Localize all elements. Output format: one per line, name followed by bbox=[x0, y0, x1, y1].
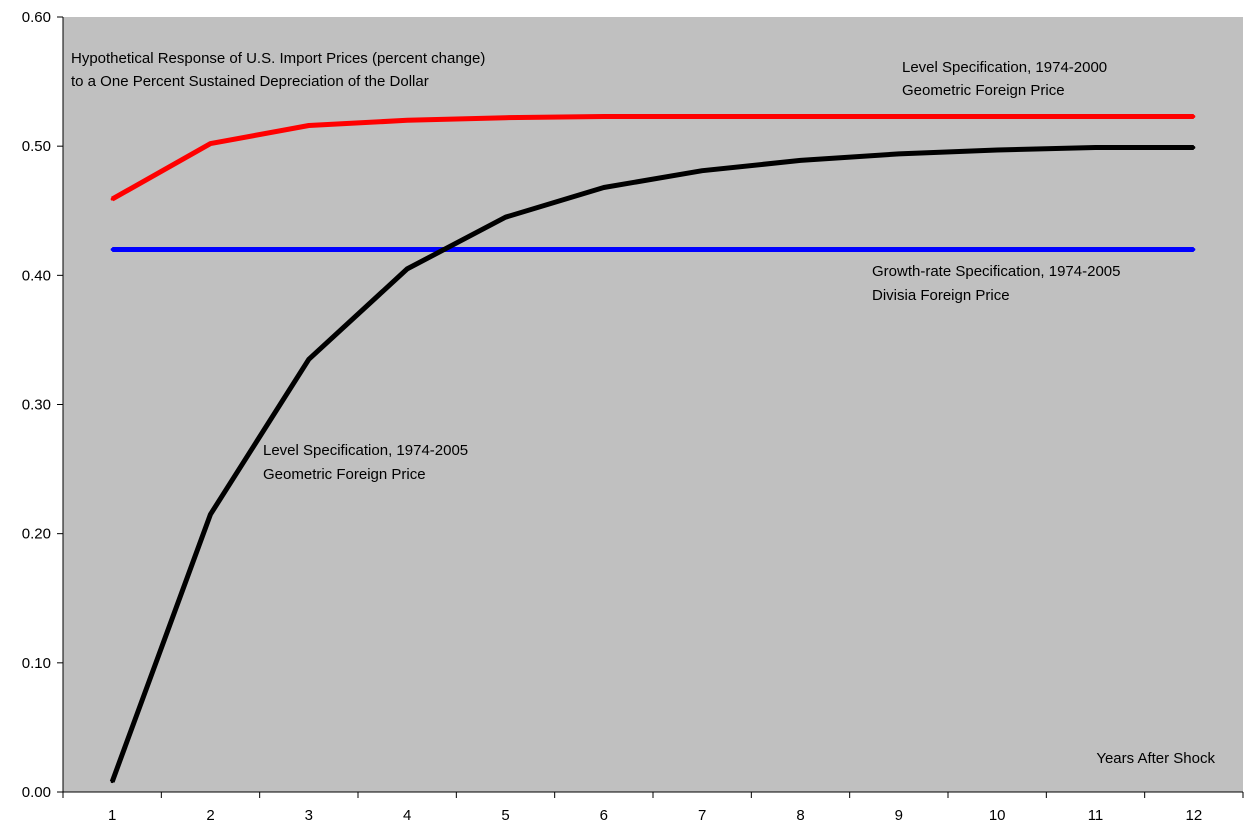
data-point bbox=[209, 248, 212, 251]
data-point bbox=[1094, 114, 1097, 118]
data-point bbox=[209, 512, 212, 516]
chart-description-line-2: to a One Percent Sustained Depreciation … bbox=[71, 73, 429, 90]
x-tick-label: 6 bbox=[600, 807, 608, 824]
data-point bbox=[504, 215, 507, 219]
series-layer bbox=[109, 114, 1196, 784]
data-point bbox=[995, 114, 999, 118]
data-point bbox=[700, 248, 704, 251]
x-axis-label: Years After Shock bbox=[1096, 750, 1215, 767]
data-point bbox=[602, 114, 606, 118]
blue-series-label-line-1: Growth-rate Specification, 1974-2005 bbox=[872, 263, 1120, 280]
data-point bbox=[110, 248, 114, 251]
y-axis: 0.00 0.10 0.20 0.30 0.40 0.50 0.60 bbox=[22, 9, 63, 801]
data-point bbox=[1094, 248, 1097, 251]
data-point bbox=[897, 114, 901, 118]
black-series-label-line-1: Level Specification, 1974-2005 bbox=[263, 442, 468, 459]
x-tick-label: 9 bbox=[895, 807, 903, 824]
data-point bbox=[700, 169, 704, 173]
data-point bbox=[307, 357, 311, 361]
x-tick-label: 4 bbox=[403, 807, 411, 824]
x-tick-label: 3 bbox=[305, 807, 313, 824]
data-point bbox=[504, 116, 507, 120]
x-tick-label: 10 bbox=[989, 807, 1006, 824]
data-point bbox=[1192, 145, 1196, 149]
y-tick-label: 0.30 bbox=[22, 397, 51, 414]
y-tick-label: 0.20 bbox=[22, 526, 51, 543]
y-tick-label: 0.60 bbox=[22, 9, 51, 26]
blue-series-label-line-2: Divisia Foreign Price bbox=[872, 287, 1010, 304]
data-point bbox=[1094, 145, 1097, 149]
red-series-label-line-1: Level Specification, 1974-2000 bbox=[902, 59, 1107, 76]
data-point bbox=[110, 780, 114, 784]
data-point bbox=[799, 248, 802, 251]
data-point bbox=[405, 267, 409, 271]
data-point bbox=[504, 248, 507, 251]
x-tick-label: 8 bbox=[796, 807, 804, 824]
data-point bbox=[1192, 248, 1196, 251]
black-series-label-line-2: Geometric Foreign Price bbox=[263, 466, 426, 483]
x-tick-label: 11 bbox=[1088, 807, 1104, 824]
x-axis: 1 2 3 4 5 6 7 8 9 10 11 12 bbox=[62, 792, 1244, 824]
data-point bbox=[307, 248, 311, 251]
data-point bbox=[110, 197, 114, 201]
black-series-line bbox=[109, 145, 1194, 783]
x-tick-label: 5 bbox=[501, 807, 509, 824]
red-series-label-line-2: Geometric Foreign Price bbox=[902, 82, 1065, 99]
plot-area bbox=[63, 17, 1243, 792]
red-series-line bbox=[110, 114, 1194, 202]
data-point bbox=[307, 124, 311, 127]
data-point bbox=[209, 142, 212, 146]
y-tick-label: 0.40 bbox=[22, 267, 51, 284]
data-point bbox=[995, 248, 999, 251]
data-point bbox=[405, 118, 409, 122]
data-point bbox=[602, 248, 606, 251]
x-tick-label: 7 bbox=[698, 807, 706, 824]
data-point bbox=[602, 186, 606, 189]
data-point bbox=[897, 152, 901, 156]
y-tick-label: 0.00 bbox=[22, 784, 51, 801]
data-point bbox=[1192, 114, 1196, 118]
y-tick-label: 0.10 bbox=[22, 655, 51, 672]
data-point bbox=[700, 114, 704, 118]
data-point bbox=[405, 248, 409, 251]
chart-description-line-1: Hypothetical Response of U.S. Import Pri… bbox=[71, 50, 485, 67]
data-point bbox=[799, 158, 802, 162]
y-tick-label: 0.50 bbox=[22, 138, 51, 155]
x-tick-label: 12 bbox=[1185, 807, 1202, 824]
x-tick-label: 1 bbox=[108, 807, 116, 824]
data-point bbox=[799, 114, 802, 118]
x-tick-label: 2 bbox=[206, 807, 214, 824]
data-point bbox=[897, 248, 901, 251]
data-point bbox=[995, 148, 999, 152]
